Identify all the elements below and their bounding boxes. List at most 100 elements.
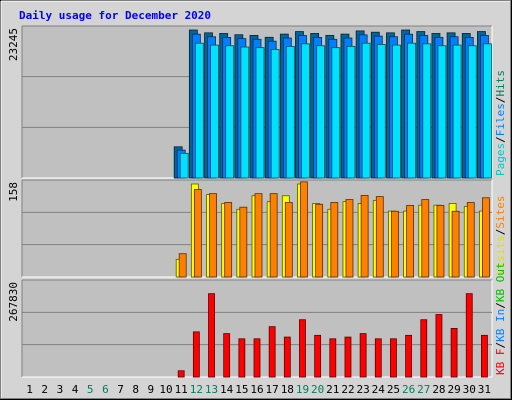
bar-sites-24	[375, 196, 384, 278]
bar-kb-f-26	[405, 334, 413, 378]
y-max-label: 267830	[7, 282, 20, 322]
x-tick-label-25: 25	[387, 383, 400, 396]
x-tick-label-23: 23	[357, 383, 370, 396]
legend-entry-files: Files	[494, 103, 507, 136]
bar-pages-15	[240, 46, 250, 179]
bar-sites-25	[391, 210, 399, 278]
legend-separator: /	[494, 302, 507, 309]
x-tick-label-7: 7	[117, 383, 124, 396]
bar-sites-27	[421, 199, 430, 278]
bar-kb-f-27	[420, 319, 428, 378]
bar-sites-12	[193, 189, 202, 278]
bar-kb-f-28	[435, 314, 443, 378]
panel-visits-sites: 158 Visits/Sites	[7, 179, 507, 278]
bar-kb-f-23	[359, 333, 367, 378]
bar-sites-22	[345, 199, 354, 278]
x-tick-label-31: 31	[478, 383, 491, 396]
bar-pages-14	[225, 45, 235, 179]
bar-sites-16	[254, 193, 263, 278]
x-tick-label-3: 3	[57, 383, 64, 396]
bar-pages-19	[301, 43, 310, 179]
bar-pages-12	[194, 42, 204, 179]
x-tick-label-14: 14	[220, 383, 234, 396]
legend-separator: /	[494, 229, 507, 236]
x-tick-label-21: 21	[326, 383, 339, 396]
x-tick-label-9: 9	[148, 383, 155, 396]
bar-sites-21	[330, 202, 339, 278]
bar-pages-23	[361, 42, 371, 179]
x-tick-label-2: 2	[41, 383, 48, 396]
x-tick-label-24: 24	[372, 383, 386, 396]
x-tick-label-8: 8	[132, 383, 139, 396]
bar-pages-27	[422, 43, 432, 179]
y-max-label: 158	[7, 182, 20, 202]
bar-kb-f-13	[208, 293, 215, 378]
bar-kb-f-17	[268, 326, 276, 378]
legend-separator: /	[494, 97, 507, 104]
bar-sites-31	[482, 197, 490, 278]
bar-kb-f-29	[450, 327, 458, 378]
legend-separator: /	[494, 136, 507, 143]
x-tick-label-22: 22	[341, 383, 354, 396]
bar-sites-17	[269, 193, 278, 278]
x-tick-label-18: 18	[281, 383, 294, 396]
bar-pages-18	[285, 45, 295, 179]
bar-sites-15	[239, 206, 248, 278]
legend-entry-hits: Hits	[494, 70, 507, 97]
x-tick-label-10: 10	[159, 383, 172, 396]
bar-pages-29	[452, 44, 462, 179]
legend-entry-kb-out: KB Out	[494, 262, 507, 302]
bar-sites-20	[315, 203, 324, 278]
x-tick-label-26: 26	[402, 383, 415, 396]
legend-separator: /	[494, 342, 507, 349]
bar-pages-16	[255, 47, 265, 179]
legend-entry-visits: Visits	[494, 235, 507, 275]
bar-pages-30	[467, 45, 477, 179]
bar-pages-24	[376, 44, 386, 179]
chart-title: Daily usage for December 2020	[19, 9, 211, 22]
bar-kb-f-20	[314, 334, 322, 378]
x-tick-label-28: 28	[432, 383, 445, 396]
bar-pages-26	[407, 42, 417, 179]
bar-pages-31	[483, 43, 492, 179]
bar-pages-20	[316, 45, 326, 179]
legend: KB F/KB In/KB Out	[494, 262, 507, 375]
x-tick-label-17: 17	[266, 383, 279, 396]
bar-kb-f-18	[283, 336, 291, 378]
x-tick-label-5: 5	[87, 383, 94, 396]
bar-kb-f-12	[192, 331, 200, 378]
bar-kb-f-30	[465, 293, 473, 378]
bar-kb-f-14	[223, 333, 231, 378]
x-tick-label-11: 11	[175, 383, 188, 396]
x-tick-label-19: 19	[296, 383, 309, 396]
bar-sites-29	[451, 210, 460, 278]
x-tick-label-30: 30	[463, 383, 476, 396]
bar-sites-13	[209, 193, 217, 278]
bar-kb-f-25	[390, 338, 397, 378]
bar-kb-f-11	[177, 370, 185, 378]
x-tick-label-1: 1	[26, 383, 33, 396]
x-tick-label-4: 4	[72, 383, 79, 396]
x-tick-label-20: 20	[311, 383, 324, 396]
x-tick-label-13: 13	[205, 383, 218, 396]
bar-kb-f-21	[329, 338, 337, 378]
bar-kb-f-22	[344, 336, 352, 378]
legend-entry-kb-f: KB F	[494, 349, 507, 376]
legend-entry-kb-in: KB In	[494, 309, 507, 342]
bar-kb-f-24	[374, 338, 382, 378]
bar-sites-30	[466, 202, 475, 278]
x-tick-label-15: 15	[235, 383, 248, 396]
bar-sites-26	[406, 205, 415, 278]
bar-sites-28	[436, 205, 445, 278]
bar-pages-25	[392, 44, 401, 179]
bar-sites-14	[224, 202, 233, 278]
bar-kb-f-15	[238, 338, 246, 378]
bar-pages-13	[210, 44, 219, 179]
bar-sites-18	[284, 202, 293, 278]
bar-pages-17	[270, 49, 280, 179]
bar-kb-f-31	[481, 334, 488, 378]
x-tick-label-27: 27	[417, 383, 430, 396]
